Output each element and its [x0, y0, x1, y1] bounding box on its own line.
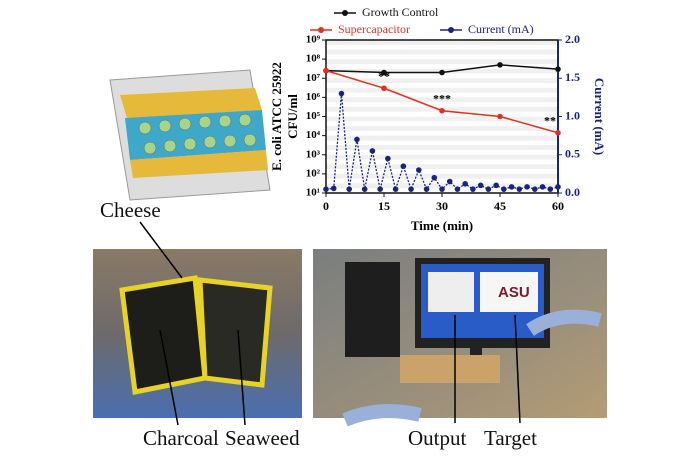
y-tick-label: 10³ — [306, 148, 321, 160]
y2-axis-label: Current (mA) — [592, 78, 607, 155]
data-point — [338, 90, 345, 97]
data-point — [381, 85, 387, 92]
y-tick-label: 10² — [306, 167, 321, 179]
legend-label: Supercapacitor — [338, 22, 410, 36]
legend-marker — [318, 27, 324, 33]
plot-band — [326, 116, 558, 122]
data-point — [369, 148, 376, 154]
y-axis-label: E. coli ATCC 25922 — [269, 62, 284, 171]
plot-band — [326, 87, 558, 93]
data-point — [408, 186, 414, 192]
y-axis-label: CFU/ml — [285, 94, 300, 139]
data-point — [547, 186, 554, 192]
data-point — [524, 184, 530, 190]
label-charcoal: Charcoal — [143, 426, 219, 450]
x-tick-label: 45 — [494, 199, 506, 213]
y2-tick-label: 0.0 — [565, 185, 580, 199]
y-tick-label: 10⁸ — [306, 53, 321, 65]
significance: ** — [544, 114, 556, 128]
plot-band — [326, 78, 558, 84]
plot-band — [326, 40, 558, 45]
significance: *** — [433, 91, 451, 105]
plot-band — [326, 164, 558, 170]
x-tick-label: 0 — [323, 199, 329, 213]
data-point — [446, 178, 453, 185]
x-tick-label: 15 — [378, 199, 390, 213]
data-point — [532, 186, 538, 192]
x-tick-label: 60 — [552, 199, 564, 213]
data-point — [381, 69, 387, 76]
data-point — [323, 186, 329, 192]
figure-labels: Cheese Charcoal Seaweed Output Target AS… — [100, 198, 537, 450]
screen-text: ASU — [498, 284, 530, 301]
data-point — [555, 66, 561, 72]
y-tick-label: 10⁶ — [306, 91, 321, 103]
y2-tick-label: 2.0 — [565, 32, 580, 46]
device-illustration — [109, 69, 271, 201]
data-point — [400, 163, 407, 170]
data-point — [454, 186, 461, 192]
y-tick-label: 10⁹ — [306, 34, 321, 46]
data-point — [439, 69, 445, 76]
data-point — [501, 186, 507, 192]
data-point — [555, 184, 561, 190]
y-tick-label: 10⁵ — [306, 110, 321, 122]
data-point — [497, 62, 503, 68]
photo-right — [313, 249, 607, 427]
data-point — [439, 107, 445, 114]
data-point — [485, 186, 492, 192]
data-point — [423, 186, 430, 192]
plot-band — [326, 145, 558, 150]
data-point — [346, 186, 353, 192]
data-point — [330, 185, 337, 192]
data-point — [462, 181, 469, 187]
legend-label: Current (mA) — [468, 22, 534, 36]
y-tick-label: 10¹ — [306, 187, 320, 199]
data-point — [361, 186, 368, 192]
data-point — [508, 184, 515, 190]
label-output: Output — [408, 426, 467, 450]
significance: ** — [378, 69, 390, 83]
plot-band — [326, 135, 558, 141]
data-point — [477, 182, 484, 189]
plot-band — [326, 173, 558, 179]
data-point — [416, 167, 422, 173]
plot-band — [326, 154, 558, 160]
legend-label: Growth Control — [362, 5, 439, 19]
data-point — [539, 184, 546, 190]
data-point — [385, 155, 391, 162]
legend-marker — [342, 10, 348, 16]
plot-band — [326, 97, 558, 103]
y-tick-label: 10⁷ — [306, 72, 321, 84]
data-point — [354, 136, 360, 143]
plot-band — [326, 59, 558, 64]
data-point — [392, 186, 399, 192]
label-target: Target — [484, 426, 537, 450]
data-point — [555, 130, 561, 136]
data-point — [377, 186, 383, 192]
x-axis-label: Time (min) — [411, 218, 473, 233]
data-point — [431, 174, 438, 181]
label-cheese: Cheese — [100, 198, 161, 222]
data-point — [470, 186, 476, 192]
y2-tick-label: 0.5 — [565, 147, 580, 161]
y-tick-label: 10⁴ — [306, 129, 321, 141]
data-point — [497, 113, 503, 120]
label-seaweed: Seaweed — [225, 426, 300, 450]
y2-tick-label: 1.0 — [565, 108, 580, 122]
plot-band — [326, 49, 558, 55]
data-point — [493, 182, 499, 189]
x-tick-label: 30 — [436, 199, 448, 213]
plot-band — [326, 126, 558, 131]
data-point — [439, 186, 445, 192]
data-point — [516, 186, 523, 192]
photo-left — [93, 249, 302, 418]
data-point — [323, 67, 329, 74]
plot-band — [326, 183, 558, 189]
legend-marker — [448, 27, 454, 33]
y2-tick-label: 1.5 — [565, 70, 580, 84]
